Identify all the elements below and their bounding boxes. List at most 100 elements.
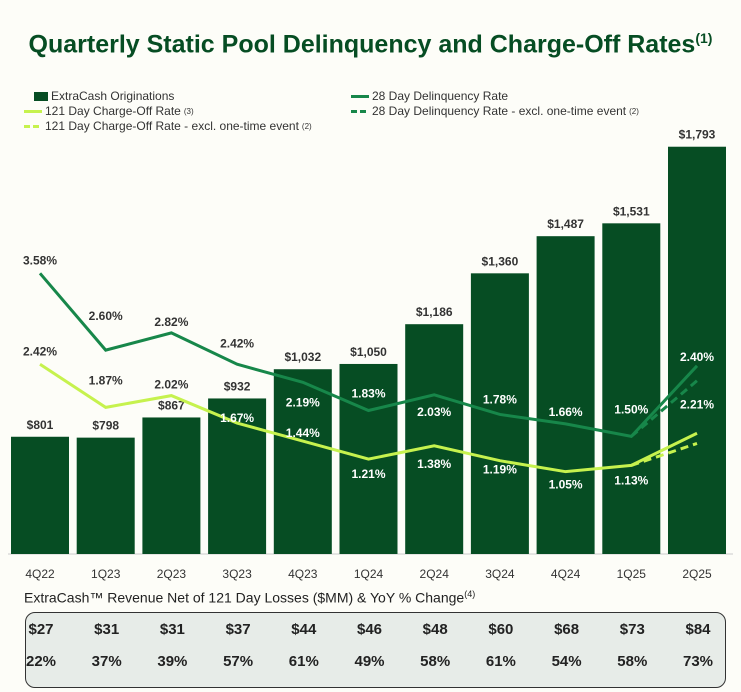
yoy-cell: 37% bbox=[91, 653, 122, 670]
line-data-label: 1.44% bbox=[286, 426, 320, 440]
x-tick-label: 2Q23 bbox=[157, 567, 187, 581]
line-data-label: 2.42% bbox=[23, 344, 57, 358]
line-data-label: 2.02% bbox=[154, 378, 188, 392]
x-tick-label: 1Q25 bbox=[617, 567, 647, 581]
x-tick-label: 1Q23 bbox=[91, 567, 121, 581]
line-data-label: 1.13% bbox=[614, 473, 648, 487]
legend-label: ExtraCash Originations bbox=[51, 89, 175, 103]
line-data-label: 3.58% bbox=[23, 253, 57, 267]
series-line bbox=[38, 272, 699, 439]
series-line bbox=[39, 362, 698, 474]
line-data-label: 1.05% bbox=[549, 478, 583, 492]
revenue-cell: $44 bbox=[291, 621, 317, 638]
yoy-cell: 39% bbox=[157, 653, 188, 670]
line-data-label: 1.21% bbox=[351, 467, 385, 481]
bar-label: $1,186 bbox=[416, 305, 453, 319]
yoy-cell: 22% bbox=[25, 653, 57, 670]
table-title-note: (4) bbox=[464, 589, 476, 599]
x-tick-label: 1Q24 bbox=[354, 567, 384, 581]
line-data-label: 1.50% bbox=[614, 402, 648, 416]
line-data-label: 2.19% bbox=[286, 395, 320, 409]
bar-label: $1,032 bbox=[284, 350, 321, 364]
legend-note: (3) bbox=[183, 106, 194, 116]
yoy-cell: 58% bbox=[420, 653, 451, 670]
legend-swatch bbox=[34, 91, 48, 101]
bar-label: $798 bbox=[92, 419, 119, 433]
x-tick-label: 2Q24 bbox=[420, 567, 450, 581]
bar-label: $867 bbox=[158, 398, 185, 412]
x-tick-label: 3Q24 bbox=[485, 567, 515, 581]
yoy-cell: 54% bbox=[551, 653, 582, 670]
revenue-cell: $60 bbox=[488, 621, 514, 638]
table-title: ExtraCash™ Revenue Net of 121 Day Losses… bbox=[24, 589, 475, 606]
legend-dq-excl: 28 Day Delinquency Rate - excl. one-time… bbox=[351, 104, 639, 118]
bar bbox=[11, 436, 69, 554]
legend-note: (2) bbox=[629, 106, 639, 116]
revenue-cell: $31 bbox=[94, 621, 120, 638]
line-data-label: 1.83% bbox=[351, 387, 385, 401]
yoy-cell: 73% bbox=[682, 653, 714, 670]
line-data-label: 2.21% bbox=[680, 398, 714, 412]
bar bbox=[405, 324, 464, 554]
bar-label: $1,531 bbox=[613, 204, 650, 218]
series-line bbox=[630, 379, 698, 438]
revenue-table: $27 $31 $31 $37 $44 $46 $48 $60 $68 $73 $84 22% 37% 3… bbox=[25, 612, 726, 688]
bar bbox=[536, 236, 595, 554]
revenue-cell: $73 bbox=[619, 621, 645, 638]
revenue-cell: $37 bbox=[225, 621, 251, 638]
legend-swatch bbox=[351, 109, 369, 113]
line-data-label: 1.19% bbox=[483, 463, 517, 477]
line-data-label: 1.78% bbox=[483, 392, 517, 406]
line-data-label: 1.67% bbox=[220, 411, 254, 425]
line-data-label: 2.82% bbox=[154, 315, 188, 329]
revenue-cell: $68 bbox=[554, 621, 580, 638]
yoy-cell: 57% bbox=[223, 653, 254, 670]
bar-label: $1,487 bbox=[547, 217, 584, 231]
bar bbox=[142, 417, 201, 554]
chart-title: Quarterly Static Pool Delinquency and Ch… bbox=[0, 30, 741, 59]
revenue-cell: $48 bbox=[422, 621, 448, 638]
line-data-label: 2.42% bbox=[220, 336, 254, 350]
line-data-label: 2.03% bbox=[417, 405, 451, 419]
revenue-cell: $31 bbox=[159, 621, 185, 638]
legend-label: 28 Day Delinquency Rate bbox=[372, 89, 509, 103]
revenue-cell: $46 bbox=[356, 621, 383, 638]
x-tick-label: 2Q25 bbox=[682, 567, 712, 581]
legend-swatch bbox=[24, 109, 42, 113]
x-tick-label: 4Q24 bbox=[551, 567, 581, 581]
line-data-label: 1.66% bbox=[549, 405, 583, 419]
yoy-cell: 49% bbox=[354, 653, 385, 670]
legend-note: (2) bbox=[301, 121, 312, 131]
legend-label: 28 Day Delinquency Rate - excl. one-time… bbox=[372, 104, 627, 118]
bar bbox=[602, 223, 661, 554]
legend-swatch bbox=[24, 124, 42, 128]
bar-label: $801 bbox=[27, 418, 54, 432]
legend-co-excl: 121 Day Charge-Off Rate - excl. one-time… bbox=[24, 119, 312, 133]
line-data-label: 2.40% bbox=[680, 350, 714, 364]
bar bbox=[668, 146, 726, 554]
bar-label: $1,793 bbox=[679, 128, 716, 142]
revenue-cell: $84 bbox=[685, 621, 711, 638]
bar bbox=[76, 437, 135, 554]
yoy-cell: 61% bbox=[485, 653, 516, 670]
x-tick-label: 4Q22 bbox=[25, 567, 55, 581]
line-data-label: 1.87% bbox=[89, 373, 123, 387]
legend-originations: ExtraCash Originations bbox=[34, 89, 174, 103]
yoy-cell: 58% bbox=[617, 653, 648, 670]
bar-label: $1,050 bbox=[350, 345, 387, 359]
x-tick-label: 4Q23 bbox=[288, 567, 318, 581]
title-text: Quarterly Static Pool Delinquency and Ch… bbox=[28, 30, 696, 59]
legend-label: 121 Day Charge-Off Rate - excl. one-time… bbox=[45, 119, 299, 133]
line-data-label: 2.60% bbox=[89, 309, 123, 323]
legend-swatch bbox=[351, 94, 369, 98]
table-title-text: ExtraCash™ Revenue Net of 121 Day Losses… bbox=[24, 589, 465, 606]
revenue-cell: $27 bbox=[28, 621, 54, 638]
bar-label: $1,360 bbox=[482, 254, 519, 268]
bar bbox=[273, 369, 332, 554]
line-data-label: 1.38% bbox=[417, 457, 451, 471]
x-tick-label: 3Q23 bbox=[222, 567, 252, 581]
bar-label: $932 bbox=[224, 379, 251, 393]
yoy-cell: 61% bbox=[288, 653, 319, 670]
legend-co: 121 Day Charge-Off Rate (3) bbox=[24, 104, 194, 118]
legend-label: 121 Day Charge-Off Rate bbox=[45, 104, 181, 118]
